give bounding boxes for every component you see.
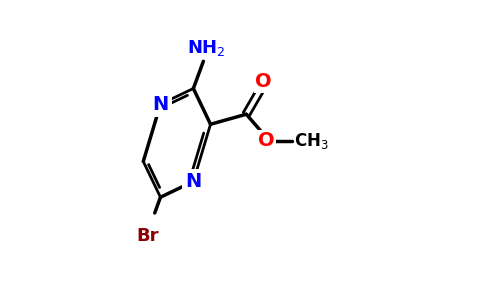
Text: CH$_3$: CH$_3$ [293, 131, 328, 151]
Text: N: N [185, 172, 201, 191]
Text: NH$_2$: NH$_2$ [187, 38, 226, 58]
Text: Br: Br [136, 227, 159, 245]
Text: O: O [255, 72, 272, 92]
Text: N: N [152, 95, 168, 114]
Text: O: O [258, 131, 274, 150]
